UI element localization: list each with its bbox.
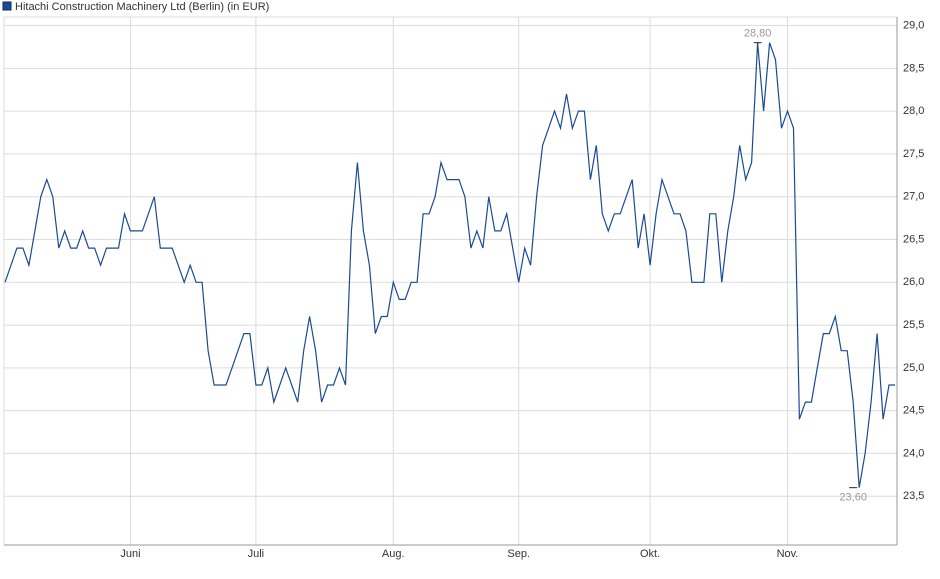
x-tick-label: Nov. — [777, 548, 799, 560]
extreme-label: 28,80 — [744, 28, 772, 40]
y-tick-label: 27,5 — [903, 148, 924, 160]
y-tick-label: 26,5 — [903, 233, 924, 245]
x-tick-label: Okt. — [640, 548, 660, 560]
y-tick-label: 25,0 — [903, 362, 924, 374]
y-tick-label: 28,0 — [903, 105, 924, 117]
extreme-label: 23,60 — [839, 492, 867, 504]
x-tick-label: Aug. — [382, 548, 405, 560]
x-tick-label: Sep. — [507, 548, 530, 560]
x-tick-label: Juli — [248, 548, 265, 560]
legend-label: Hitachi Construction Machinery Ltd (Berl… — [15, 1, 269, 13]
y-tick-label: 28,5 — [903, 62, 924, 74]
x-tick-label: Juni — [120, 548, 140, 560]
y-tick-label: 23,5 — [903, 490, 924, 502]
y-tick-label: 27,0 — [903, 191, 924, 203]
price-line — [4, 42, 895, 488]
y-tick-label: 24,5 — [903, 405, 924, 417]
legend-swatch — [2, 1, 12, 11]
y-tick-label: 25,5 — [903, 319, 924, 331]
y-tick-label: 29,0 — [903, 19, 924, 31]
y-tick-label: 26,0 — [903, 276, 924, 288]
y-tick-label: 24,0 — [903, 447, 924, 459]
